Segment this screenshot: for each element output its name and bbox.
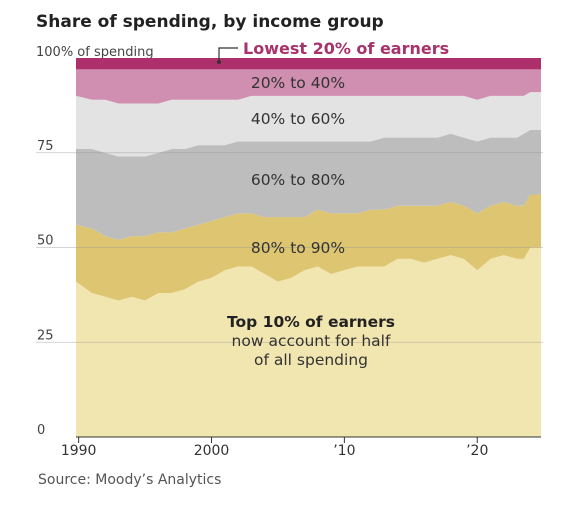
annotation-line-2: now account for half xyxy=(232,332,391,350)
y-tick-25: 25 xyxy=(37,328,54,343)
area-bands xyxy=(76,58,541,437)
x-axis-ticks: 1990 2000 ’10 ’20 xyxy=(61,437,488,459)
y-axis-label: 100% of spending xyxy=(36,45,154,60)
lowest-20-label: Lowest 20% of earners xyxy=(243,39,449,58)
band-label-40-60: 40% to 60% xyxy=(251,110,345,128)
gridlines xyxy=(36,152,543,343)
x-tick-label-2010: ’10 xyxy=(333,443,355,459)
y-axis-ticks: 0 25 50 75 xyxy=(37,139,54,438)
x-tick-label-1990: 1990 xyxy=(61,443,97,459)
source-note: Source: Moody’s Analytics xyxy=(38,472,221,488)
chart-title: Share of spending, by income group xyxy=(36,12,384,32)
band-label-20-40: 20% to 40% xyxy=(251,74,345,92)
area-band-60-to-80 xyxy=(76,130,541,240)
lowest-leader-dot xyxy=(217,60,221,64)
annotation-top-10: Top 10% of earners xyxy=(227,313,395,331)
x-tick-label-2000: 2000 xyxy=(194,443,230,459)
area-band-20-to-40 xyxy=(76,69,541,104)
lowest-leader-line xyxy=(218,47,238,62)
y-tick-50: 50 xyxy=(37,234,54,249)
y-tick-0: 0 xyxy=(37,423,45,438)
area-band-lowest-20-of-earners xyxy=(76,58,541,70)
band-label-80-90: 80% to 90% xyxy=(251,239,345,257)
band-label-60-80: 60% to 80% xyxy=(251,171,345,189)
y-tick-75: 75 xyxy=(37,139,54,154)
area-band-40-to-60 xyxy=(76,92,541,157)
annotation-line-3: of all spending xyxy=(254,351,368,369)
x-tick-label-2020: ’20 xyxy=(466,443,488,459)
